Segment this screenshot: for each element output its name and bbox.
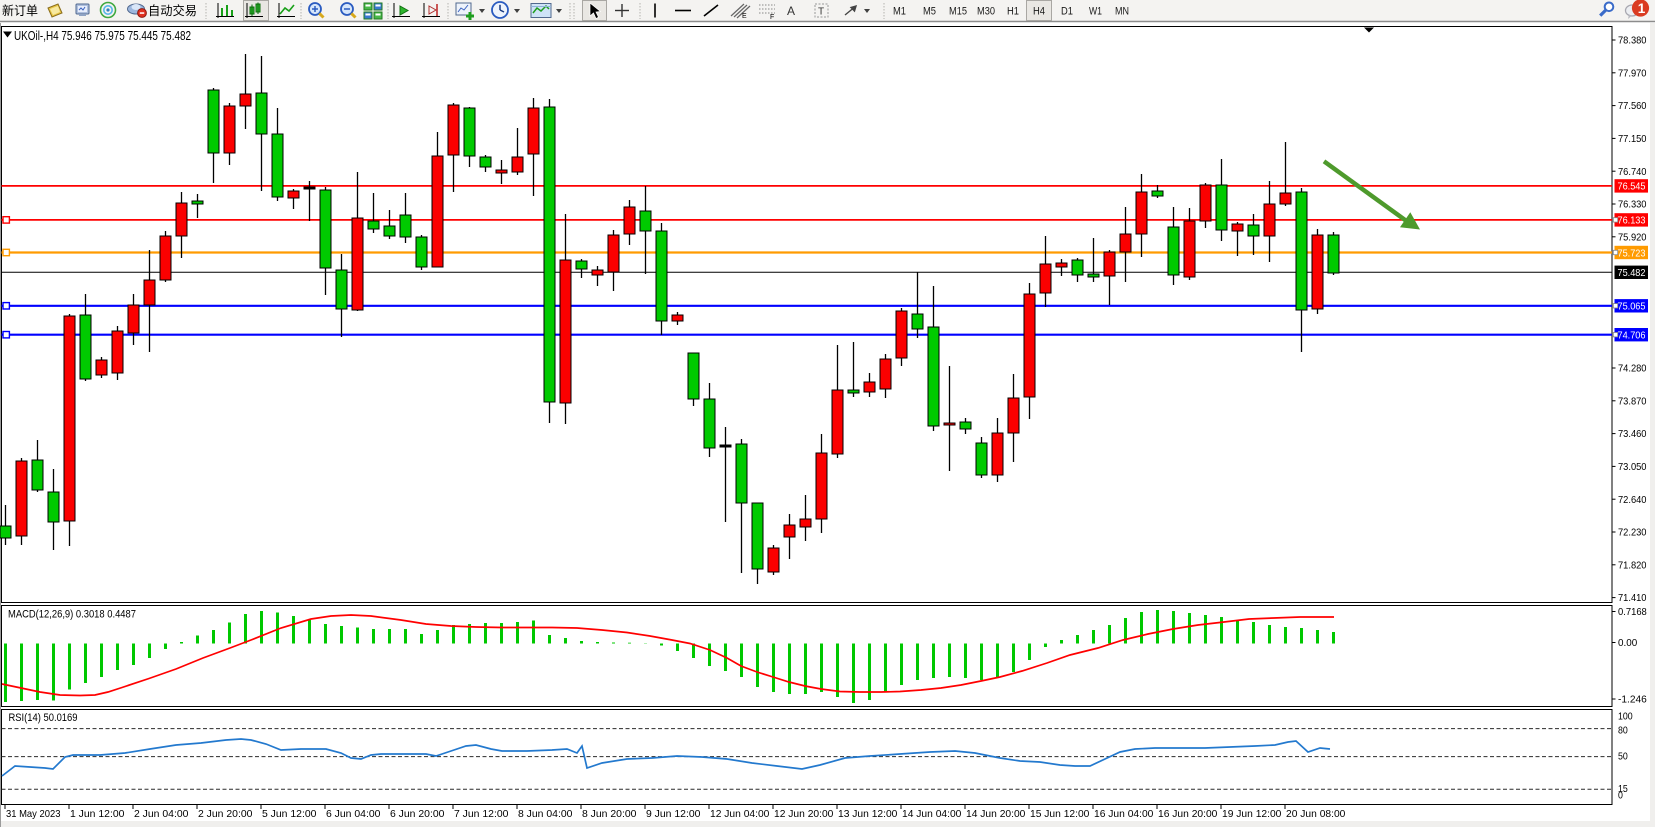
svg-text:77.970: 77.970 bbox=[1618, 67, 1647, 79]
svg-text:A: A bbox=[787, 4, 795, 18]
svg-text:1 Jun 12:00: 1 Jun 12:00 bbox=[70, 808, 125, 820]
svg-text:H1: H1 bbox=[1007, 6, 1019, 18]
svg-text:MN: MN bbox=[1115, 6, 1129, 18]
svg-text:15: 15 bbox=[1618, 783, 1628, 795]
svg-text:8 Jun 04:00: 8 Jun 04:00 bbox=[518, 808, 573, 820]
svg-text:73.460: 73.460 bbox=[1618, 428, 1647, 440]
svg-text:71.410: 71.410 bbox=[1618, 592, 1647, 604]
svg-text:M15: M15 bbox=[949, 6, 967, 18]
svg-text:13 Jun 12:00: 13 Jun 12:00 bbox=[838, 808, 898, 820]
svg-text:0: 0 bbox=[1618, 789, 1623, 801]
svg-text:72.640: 72.640 bbox=[1618, 494, 1647, 506]
svg-text:71.820: 71.820 bbox=[1618, 559, 1647, 571]
svg-text:75.723: 75.723 bbox=[1618, 247, 1646, 259]
svg-text:14 Jun 20:00: 14 Jun 20:00 bbox=[966, 808, 1026, 820]
svg-text:8 Jun 20:00: 8 Jun 20:00 bbox=[582, 808, 637, 820]
svg-text:73.870: 73.870 bbox=[1618, 395, 1647, 407]
svg-text:M30: M30 bbox=[977, 6, 995, 18]
svg-text:1: 1 bbox=[1638, 1, 1646, 16]
svg-text:新订单: 新订单 bbox=[2, 3, 38, 18]
svg-text:15 Jun 12:00: 15 Jun 12:00 bbox=[1030, 808, 1090, 820]
svg-text:T: T bbox=[818, 7, 824, 18]
svg-text:M5: M5 bbox=[923, 6, 936, 18]
svg-text:20 Jun 08:00: 20 Jun 08:00 bbox=[1286, 808, 1346, 820]
svg-text:5 Jun 12:00: 5 Jun 12:00 bbox=[262, 808, 317, 820]
svg-text:74.280: 74.280 bbox=[1618, 363, 1647, 375]
svg-text:31 May 2023: 31 May 2023 bbox=[6, 808, 61, 820]
svg-text:自动交易: 自动交易 bbox=[148, 3, 197, 18]
svg-text:D1: D1 bbox=[1061, 6, 1073, 18]
svg-text:12 Jun 20:00: 12 Jun 20:00 bbox=[774, 808, 834, 820]
svg-text:RSI(14) 50.0169: RSI(14) 50.0169 bbox=[9, 712, 78, 724]
svg-text:MACD(12,26,9) 0.3018 0.4487: MACD(12,26,9) 0.3018 0.4487 bbox=[8, 609, 136, 621]
svg-text:W1: W1 bbox=[1089, 6, 1102, 18]
svg-text:7 Jun 12:00: 7 Jun 12:00 bbox=[454, 808, 509, 820]
svg-text:76.330: 76.330 bbox=[1618, 199, 1647, 211]
svg-text:78.380: 78.380 bbox=[1618, 35, 1647, 47]
svg-text:16 Jun 04:00: 16 Jun 04:00 bbox=[1094, 808, 1154, 820]
svg-text:H4: H4 bbox=[1033, 6, 1045, 18]
svg-text:74.706: 74.706 bbox=[1618, 330, 1646, 342]
svg-text:F: F bbox=[770, 14, 774, 21]
svg-text:0.00: 0.00 bbox=[1618, 637, 1637, 649]
svg-text:UKOil-,H4 75.946 75.975 75.44: UKOil-,H4 75.946 75.975 75.445 75.482 bbox=[14, 29, 191, 43]
svg-text:0.7168: 0.7168 bbox=[1618, 606, 1647, 618]
svg-text:19 Jun 12:00: 19 Jun 12:00 bbox=[1222, 808, 1282, 820]
svg-text:77.150: 77.150 bbox=[1618, 133, 1647, 145]
svg-text:6 Jun 04:00: 6 Jun 04:00 bbox=[326, 808, 381, 820]
svg-text:75.920: 75.920 bbox=[1618, 231, 1647, 243]
svg-text:6 Jun 20:00: 6 Jun 20:00 bbox=[390, 808, 445, 820]
svg-text:75.065: 75.065 bbox=[1618, 301, 1646, 313]
svg-text:76.545: 76.545 bbox=[1618, 181, 1646, 193]
svg-text:2 Jun 20:00: 2 Jun 20:00 bbox=[198, 808, 253, 820]
svg-text:73.050: 73.050 bbox=[1618, 461, 1647, 473]
svg-text:100: 100 bbox=[1618, 710, 1633, 722]
svg-text:M1: M1 bbox=[893, 6, 906, 18]
svg-text:76.133: 76.133 bbox=[1618, 215, 1646, 227]
svg-text:75.482: 75.482 bbox=[1618, 267, 1646, 279]
svg-text:12 Jun 04:00: 12 Jun 04:00 bbox=[710, 808, 770, 820]
svg-text:50: 50 bbox=[1618, 750, 1628, 762]
svg-text:76.740: 76.740 bbox=[1618, 166, 1647, 178]
svg-text:E: E bbox=[742, 13, 747, 20]
svg-text:16 Jun 20:00: 16 Jun 20:00 bbox=[1158, 808, 1218, 820]
svg-text:77.560: 77.560 bbox=[1618, 100, 1647, 112]
svg-text:80: 80 bbox=[1618, 724, 1628, 736]
svg-text:2 Jun 04:00: 2 Jun 04:00 bbox=[134, 808, 189, 820]
svg-text:14 Jun 04:00: 14 Jun 04:00 bbox=[902, 808, 962, 820]
svg-text:9 Jun 12:00: 9 Jun 12:00 bbox=[646, 808, 701, 820]
svg-text:72.230: 72.230 bbox=[1618, 527, 1647, 539]
svg-text:-1.246: -1.246 bbox=[1618, 694, 1647, 706]
